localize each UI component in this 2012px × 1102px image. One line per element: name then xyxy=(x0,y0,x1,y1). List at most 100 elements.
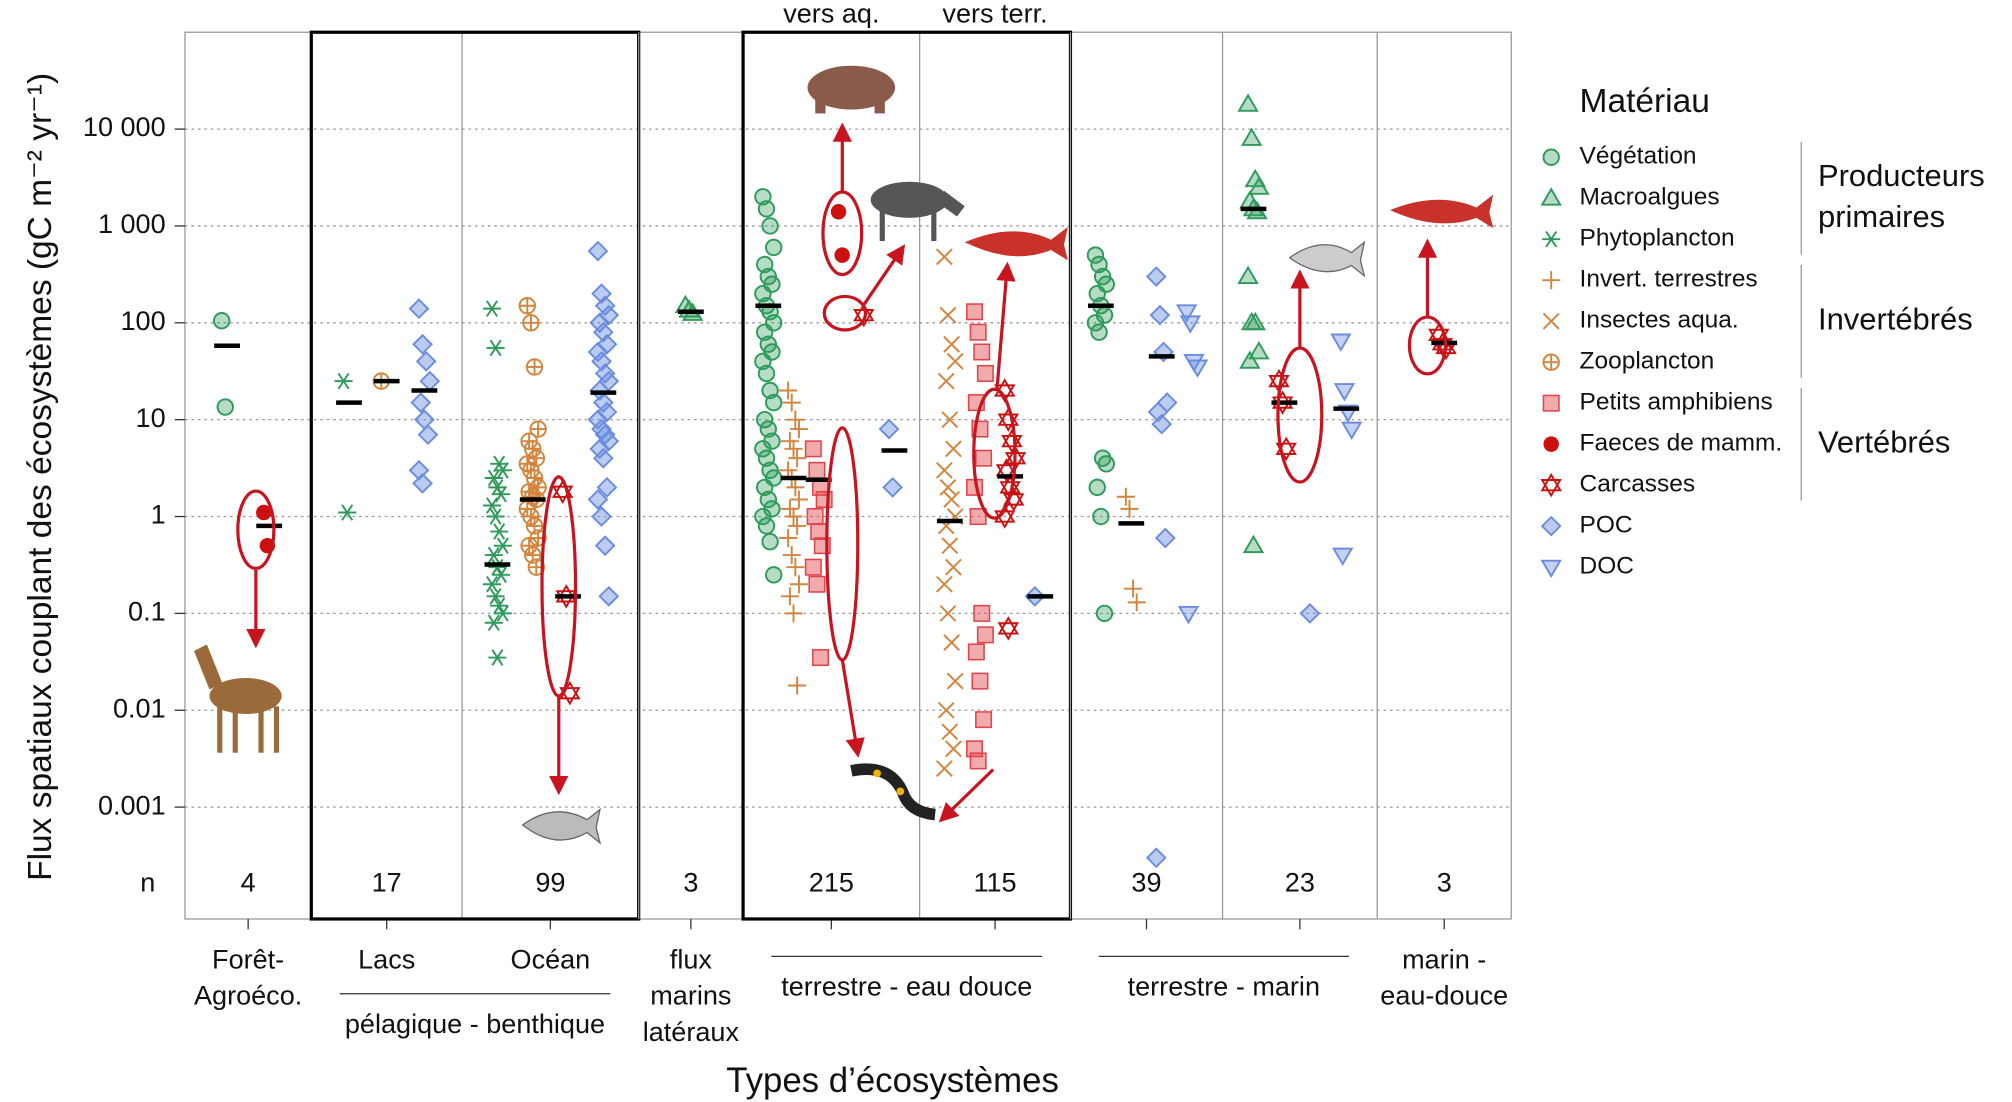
x-group-label: terrestre - eau douce xyxy=(781,972,1032,1002)
point xyxy=(1095,604,1114,623)
point xyxy=(484,614,503,632)
point xyxy=(484,546,503,564)
x-group-label: pélagique - benthique xyxy=(345,1009,605,1039)
point xyxy=(935,760,953,777)
point xyxy=(943,634,961,651)
point xyxy=(591,506,612,527)
point xyxy=(976,364,994,382)
point xyxy=(1186,359,1209,378)
highlight xyxy=(236,489,276,571)
point xyxy=(804,558,822,576)
point xyxy=(522,314,540,332)
point xyxy=(1239,350,1261,369)
legend-marker xyxy=(1542,353,1560,371)
fish-icon xyxy=(521,807,602,845)
point xyxy=(484,469,503,487)
point xyxy=(944,740,962,758)
point xyxy=(415,350,437,372)
wildebeest-icon xyxy=(870,181,965,242)
legend-label: Invert. terrestres xyxy=(1580,266,1758,293)
n-value: 215 xyxy=(809,867,854,897)
marks: 10 000 1 000 100 10 1 0.1 0.01 0.001 4 Forêt- Agro… xyxy=(83,0,1985,1047)
point xyxy=(598,585,620,607)
point xyxy=(784,507,803,526)
n-value: 3 xyxy=(1437,867,1452,897)
highlight xyxy=(822,294,868,332)
n-value: 4 xyxy=(241,867,256,897)
annotations xyxy=(194,65,1494,845)
arrow xyxy=(938,768,995,823)
point xyxy=(592,392,614,414)
point xyxy=(786,410,805,429)
legend-marker xyxy=(1540,559,1562,579)
y-tick-label: 0.01 xyxy=(113,693,166,723)
legend-label: Végétation xyxy=(1580,143,1697,170)
legend-group-label: Invertébrés xyxy=(1818,301,1973,336)
point xyxy=(882,476,904,498)
legend-label: DOC xyxy=(1580,553,1634,580)
point xyxy=(1331,547,1354,567)
arrow xyxy=(840,659,865,758)
x-tick-label: Lacs xyxy=(358,945,415,975)
legend-marker xyxy=(1540,515,1562,537)
point xyxy=(754,440,772,458)
point xyxy=(587,489,609,510)
x-group-label: terrestre - marin xyxy=(1128,972,1320,1002)
point xyxy=(976,626,994,644)
point xyxy=(1154,527,1176,549)
point xyxy=(761,532,779,551)
x-group-label: marin - xyxy=(1402,945,1486,975)
point xyxy=(524,440,542,458)
x-group-label: Agroéco. xyxy=(194,981,302,1011)
point xyxy=(594,535,616,557)
hippo-icon xyxy=(807,65,896,114)
x-group-label: Forêt- xyxy=(212,945,284,975)
point xyxy=(1127,593,1146,612)
point xyxy=(789,490,808,509)
x-group-label: latéraux xyxy=(643,1017,740,1047)
legend-label: Petits amphibiens xyxy=(1580,389,1773,416)
point xyxy=(256,504,272,521)
point xyxy=(591,350,612,372)
point xyxy=(939,306,957,324)
point xyxy=(482,300,502,317)
point xyxy=(493,462,512,479)
point xyxy=(522,507,540,526)
point xyxy=(943,335,961,353)
y-tick-label: 1 000 xyxy=(98,209,166,239)
legend-marker xyxy=(1542,230,1561,248)
point xyxy=(755,410,774,429)
point xyxy=(779,528,798,548)
point xyxy=(788,676,807,695)
y-tick-label: 10 xyxy=(136,403,166,433)
point xyxy=(782,393,801,412)
point xyxy=(334,372,353,390)
point xyxy=(592,321,614,343)
point xyxy=(594,295,616,317)
point xyxy=(338,504,357,521)
legend-marker xyxy=(1540,472,1562,498)
point xyxy=(941,723,959,741)
point xyxy=(1086,314,1105,332)
point xyxy=(779,381,798,400)
point xyxy=(975,449,993,467)
y-tick-label: 0.001 xyxy=(98,790,166,820)
point xyxy=(1097,455,1115,473)
point xyxy=(587,341,609,363)
point xyxy=(784,604,803,623)
point xyxy=(520,537,538,555)
point xyxy=(757,200,776,218)
highlight xyxy=(972,387,1017,520)
point xyxy=(555,584,577,609)
point xyxy=(757,364,776,383)
arrow xyxy=(995,261,1016,390)
point xyxy=(941,537,959,555)
group-box xyxy=(309,30,641,921)
point xyxy=(789,575,808,594)
point xyxy=(786,558,805,577)
legend-label: Zooplancton xyxy=(1580,348,1715,375)
point xyxy=(808,461,826,479)
point xyxy=(759,490,777,509)
x-group-label: flux xyxy=(670,945,713,975)
point xyxy=(969,508,987,526)
